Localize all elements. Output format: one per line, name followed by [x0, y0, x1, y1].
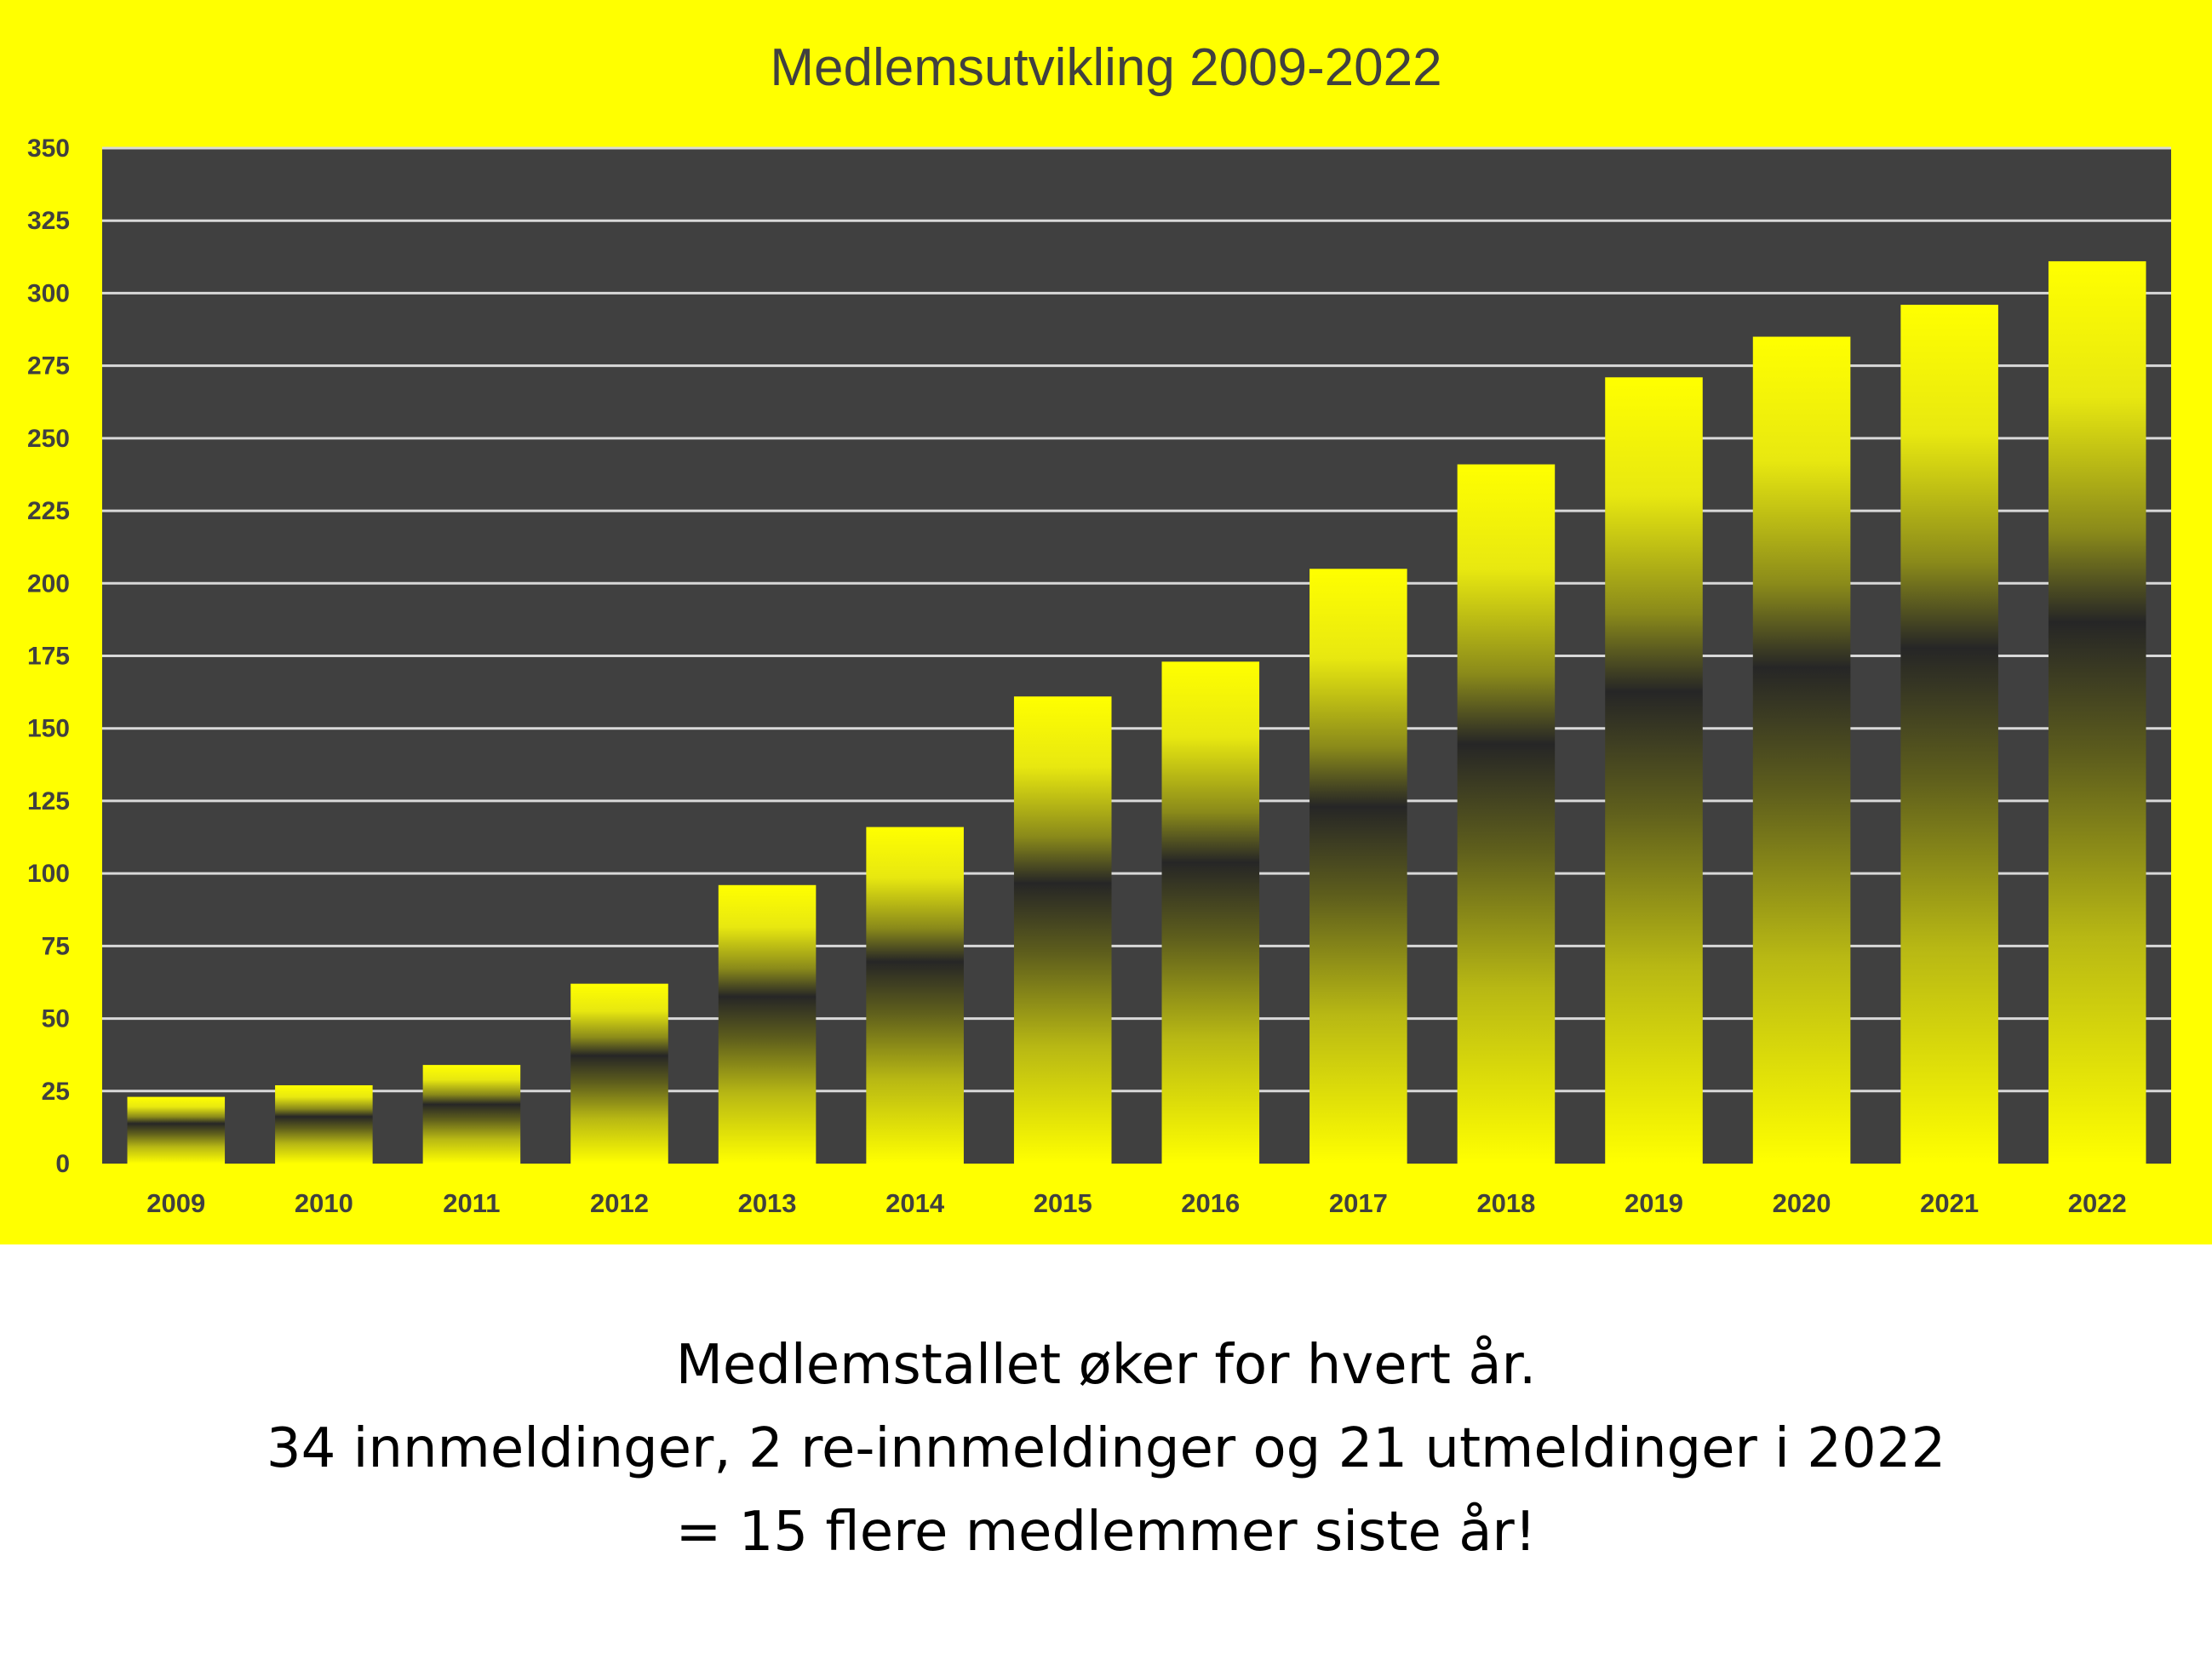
caption-line-3: = 15 flere medlemmer siste år!: [675, 1501, 1537, 1564]
bar-2010: [275, 1084, 373, 1164]
bar-2017: [1309, 569, 1407, 1164]
y-tick-label: 75: [42, 932, 70, 960]
y-tick-label: 0: [55, 1150, 70, 1178]
bar-2019: [1605, 377, 1703, 1164]
caption-line-1: Medlemstallet øker for hvert år.: [675, 1334, 1537, 1397]
bar-2014: [866, 827, 964, 1164]
chart-panel: 0 25 50 75 100 125 150 175 200 225 250 275 300 325 350…: [0, 0, 2212, 1244]
x-tick-label-2011: 2011: [443, 1188, 500, 1218]
x-tick-label-2018: 2018: [1476, 1188, 1535, 1218]
y-tick-label: 350: [27, 134, 70, 163]
y-tick-label: 250: [27, 425, 70, 453]
x-axis-ticks: 2009 2010 2011 2012 2013 2014 2015 2016 2017 2018…: [146, 1188, 2126, 1218]
chart-title: Medlemsutvikling 2009-2022: [770, 38, 1441, 97]
x-tick-label-2015: 2015: [1034, 1188, 1092, 1218]
caption: Medlemstallet øker for hvert år. 34 innm…: [0, 1324, 2212, 1574]
y-tick-label: 100: [27, 860, 70, 888]
caption-line-2: 34 innmeldinger, 2 re-innmeldinger og 21…: [266, 1417, 1946, 1480]
y-tick-label: 325: [27, 207, 70, 235]
bar-2009: [127, 1096, 226, 1164]
bar-2022: [2048, 260, 2146, 1164]
x-tick-label-2012: 2012: [590, 1188, 649, 1218]
bars: [127, 260, 2146, 1164]
y-tick-label: 25: [42, 1078, 70, 1106]
x-tick-label-2019: 2019: [1625, 1188, 1683, 1218]
x-tick-label-2010: 2010: [295, 1188, 353, 1218]
x-tick-label-2014: 2014: [885, 1188, 945, 1218]
y-tick-label: 150: [27, 715, 70, 743]
x-tick-label-2020: 2020: [1773, 1188, 1831, 1218]
y-tick-label: 300: [27, 279, 70, 307]
x-tick-label-2022: 2022: [2068, 1188, 2127, 1218]
x-tick-label-2021: 2021: [1920, 1188, 1979, 1218]
x-tick-label-2009: 2009: [146, 1188, 205, 1218]
y-axis-ticks: 0 25 50 75 100 125 150 175 200 225 250 275 300 325 350: [27, 134, 70, 1178]
y-tick-label: 50: [42, 1005, 70, 1033]
y-tick-label: 200: [27, 569, 70, 598]
bar-2016: [1161, 661, 1260, 1164]
bar-2020: [1752, 336, 1851, 1164]
bar-2011: [422, 1065, 521, 1164]
bar-chart: 0 25 50 75 100 125 150 175 200 225 250 275 300 325 350…: [0, 0, 2212, 1244]
x-tick-label-2013: 2013: [738, 1188, 797, 1218]
bar-2018: [1457, 464, 1556, 1164]
y-tick-label: 225: [27, 497, 70, 525]
bar-2012: [570, 983, 668, 1164]
x-tick-label-2017: 2017: [1329, 1188, 1388, 1218]
bar-2021: [1900, 305, 1998, 1164]
y-tick-label: 125: [27, 787, 70, 815]
y-tick-label: 275: [27, 352, 70, 380]
y-tick-label: 175: [27, 643, 70, 671]
bar-2015: [1013, 696, 1112, 1164]
x-tick-label-2016: 2016: [1181, 1188, 1240, 1218]
bar-2013: [718, 884, 817, 1164]
